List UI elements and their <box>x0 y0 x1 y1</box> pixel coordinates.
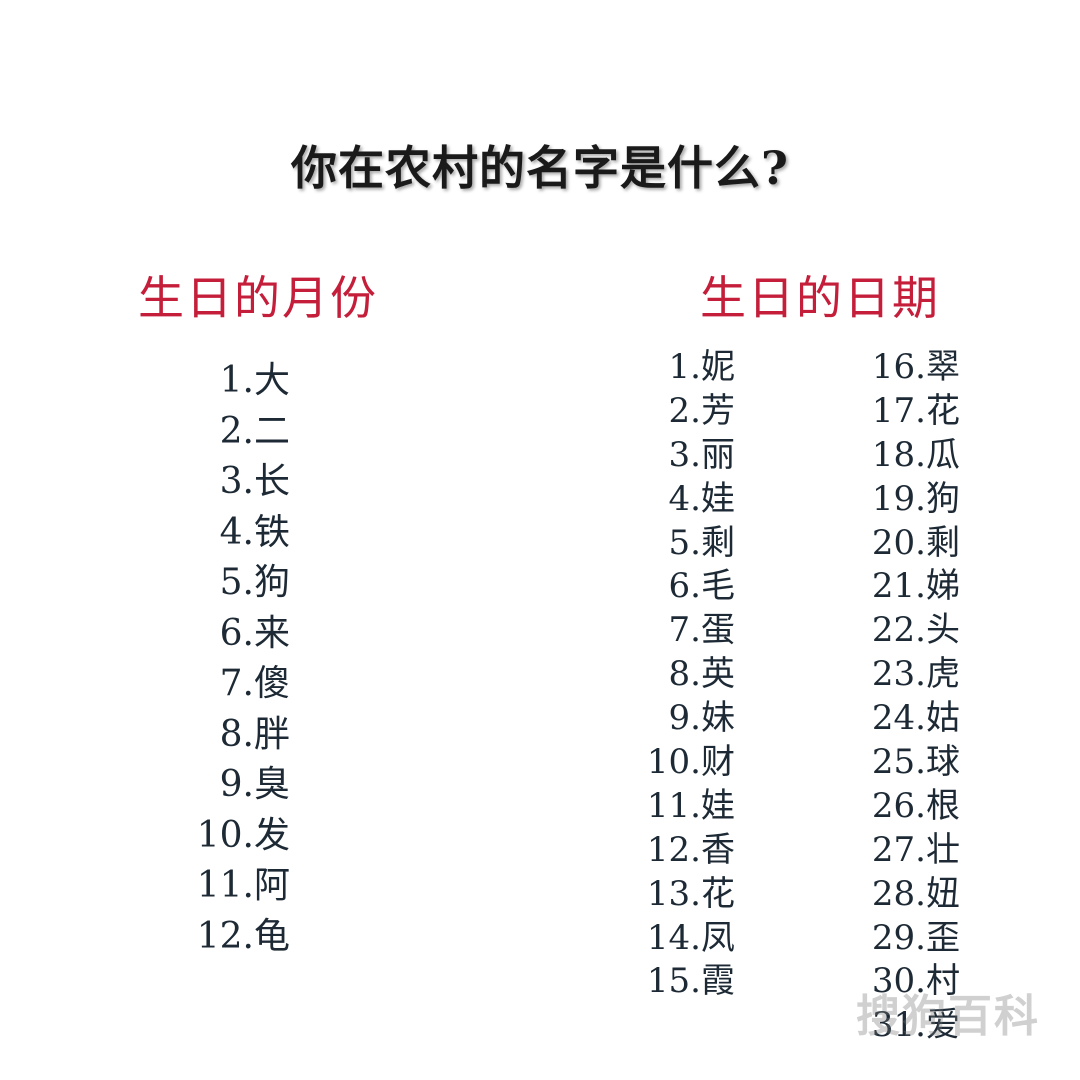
day-item: 1.妮 <box>668 347 735 387</box>
month-item: 10.发 <box>196 814 290 856</box>
day-item: 3.丽 <box>668 434 735 475</box>
day-item: 25.球 <box>871 742 960 783</box>
day-item: 4.娃 <box>668 478 735 519</box>
day-item: 5.剩 <box>668 522 735 563</box>
month-item: 2.二 <box>219 410 290 452</box>
day-item: 11.娃 <box>646 785 735 826</box>
day-item: 19.狗 <box>871 478 960 519</box>
day-item: 30.村 <box>871 961 960 1002</box>
day-item: 20.剩 <box>871 522 960 563</box>
day-item: 26.根 <box>871 785 960 826</box>
page-title: 你在农村的名字是什么? <box>291 141 789 195</box>
day-item: 16.翠 <box>871 347 960 387</box>
watermark: 搜狗百科 <box>856 991 1040 1042</box>
day-list-column-1: 1.妮 2.芳 3.丽 4.娃 5.剩 6.毛 7.蛋 8.英 9.妹 10.财… <box>647 346 735 1004</box>
day-item: 14.凤 <box>646 917 735 958</box>
month-item: 1.大 <box>219 360 290 401</box>
month-item: 5.狗 <box>219 562 290 603</box>
month-item: 3.长 <box>219 461 290 502</box>
day-item: 18.瓜 <box>871 434 960 475</box>
day-item: 21.娣 <box>871 566 960 607</box>
day-item: 31.爱 <box>871 1005 960 1046</box>
day-item: 12.香 <box>646 829 735 870</box>
day-item: 22.头 <box>871 610 960 651</box>
day-item: 24.姑 <box>871 698 960 739</box>
day-item: 28.妞 <box>871 873 960 914</box>
day-item: 17.花 <box>871 390 960 431</box>
month-item: 11.阿 <box>196 865 290 906</box>
month-item: 7.傻 <box>219 663 290 704</box>
month-item: 4.铁 <box>219 511 290 553</box>
day-item: 23.虎 <box>871 654 960 695</box>
day-item: 27.壮 <box>871 829 960 870</box>
month-item: 9.臭 <box>219 764 290 805</box>
day-item: 13.花 <box>646 873 735 914</box>
month-item: 6.来 <box>219 612 290 654</box>
day-item: 6.毛 <box>668 566 735 607</box>
day-item: 8.英 <box>668 654 735 695</box>
day-item: 15.霞 <box>646 961 735 1002</box>
day-item: 9.妹 <box>668 698 735 739</box>
day-item: 7.蛋 <box>668 610 735 651</box>
day-heading: 生日的日期 <box>700 271 940 325</box>
day-item: 2.芳 <box>668 390 735 431</box>
month-heading: 生日的月份 <box>138 271 378 325</box>
day-item: 10.财 <box>646 742 735 783</box>
day-list-column-2: 16.翠 17.花 18.瓜 19.狗 20.剩 21.娣 22.头 23.虎 … <box>872 346 960 1048</box>
day-item: 29.歪 <box>871 917 960 958</box>
month-list: 1.大 2.二 3.长 4.铁 5.狗 6.来 7.傻 8.胖 9.臭 10.发… <box>197 356 290 962</box>
month-item: 8.胖 <box>219 713 290 755</box>
month-item: 12.龟 <box>196 915 290 957</box>
